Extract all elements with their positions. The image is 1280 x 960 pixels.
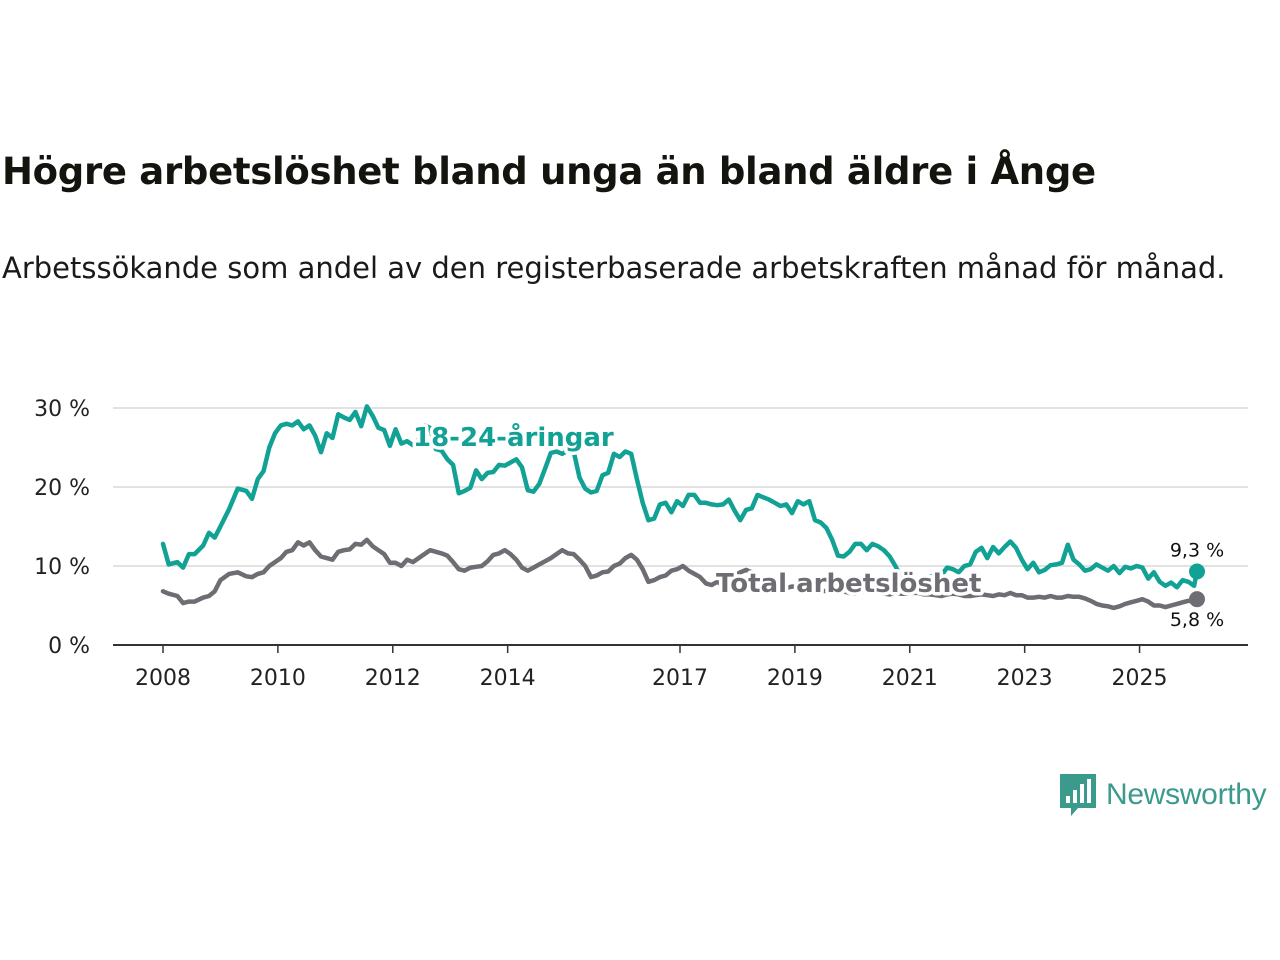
end-marker-18-24 [1189,563,1205,580]
x-tick-label-5: 2019 [767,666,823,691]
y-tick-label-2: 20 % [34,476,90,501]
end-value-label-18-24: 9,3 % [1170,540,1224,562]
y-tick-label-0: 0 % [48,634,90,659]
newsworthy-logo: Newsworthy [1058,772,1267,818]
end-marker-total [1189,591,1205,608]
x-tick-label-6: 2021 [882,666,938,691]
end-value-label-total: 5,8 % [1170,609,1224,631]
x-tick-label-3: 2014 [480,666,536,691]
y-tick-label-1: 10 % [34,555,90,580]
x-tick-label-2: 2012 [365,666,421,691]
series-group [160,404,1205,611]
chart-title: Högre arbetslöshet bland unga än bland ä… [2,150,1096,193]
x-tick-label-7: 2023 [997,666,1053,691]
bar-chart-speech-bubble-icon [1060,774,1096,816]
x-tick-label-8: 2025 [1112,666,1168,691]
y-tick-label-3: 30 % [34,397,90,422]
series-line-total [160,537,1200,611]
x-tick-label-0: 2008 [135,666,191,691]
series-label-total: Total arbetslöshet [716,569,981,599]
labels: 18-24-åringar Total arbetslöshet 9,3 % 5,8 … [410,418,1225,632]
x-tick-label-1: 2010 [250,666,306,691]
axes: 0 % 10 % 20 % 30 % 2008 2010 2012 2014 2017 2019 2… [34,397,1248,691]
chart-subtitle: Arbetssökande som andel av den registerb… [2,251,1226,285]
brand-name: Newsworthy [1106,778,1267,811]
series-label-18-24: 18-24-åringar [413,421,614,453]
grid [113,407,1248,567]
x-tick-label-4: 2017 [652,666,708,691]
series-line-18-24 [160,404,1200,590]
line-chart: 0 % 10 % 20 % 30 % 2008 2010 2012 2014 2017 2019 2… [34,397,1248,691]
